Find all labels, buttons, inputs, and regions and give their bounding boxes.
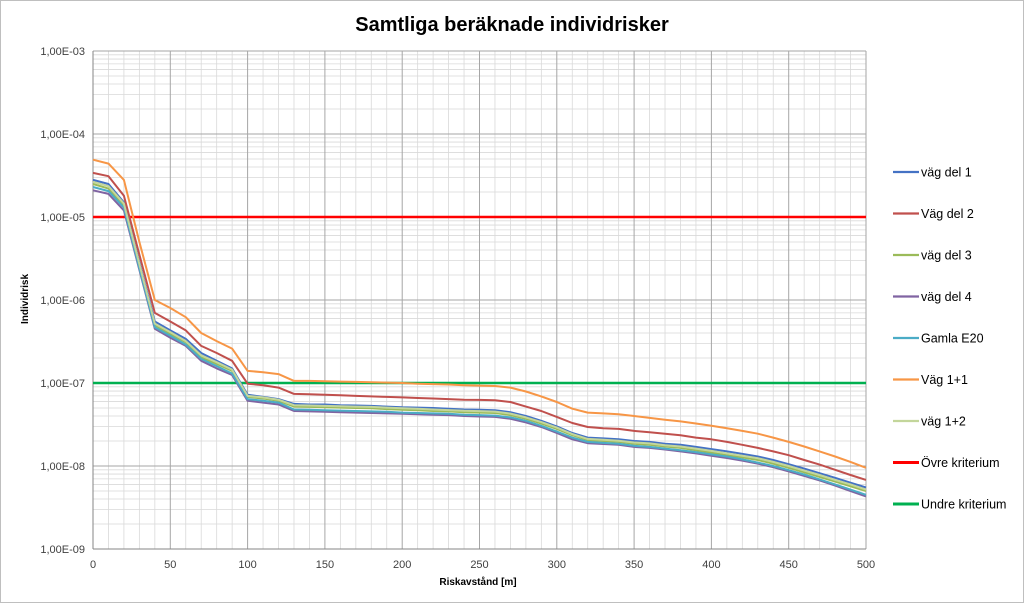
legend: väg del 1 Väg del 2 väg del 3 väg del 4 Gaml… — [893, 166, 1006, 512]
legend-label: väg del 1 — [921, 166, 972, 180]
series-line — [92, 158, 867, 469]
grid — [92, 50, 867, 550]
x-tick-label: 350 — [625, 559, 643, 571]
x-tick-label: 500 — [857, 559, 875, 571]
x-tick-label: 450 — [780, 559, 798, 571]
series-line — [92, 183, 867, 492]
y-axis-label: Individrisk — [20, 274, 31, 324]
series-line — [92, 178, 867, 489]
legend-label: väg del 4 — [921, 290, 972, 304]
y-tick-label: 1,00E-08 — [40, 461, 85, 473]
y-tick-label: 1,00E-09 — [40, 544, 85, 556]
y-tick-label: 1,00E-07 — [40, 378, 85, 390]
legend-label: väg del 3 — [921, 249, 972, 263]
x-tick-label: 100 — [238, 559, 256, 571]
x-tick-label: 250 — [470, 559, 488, 571]
x-tick-label: 300 — [548, 559, 566, 571]
legend-label: Undre kriterium — [921, 498, 1006, 512]
x-tick-label: 400 — [702, 559, 720, 571]
series-line — [92, 189, 867, 498]
chart-title: Samtliga beräknade individrisker — [355, 14, 669, 36]
x-axis-label: Riskavstånd [m] — [439, 576, 516, 588]
criteria-lines — [93, 215, 866, 385]
series-line — [92, 171, 867, 481]
x-tick-label: 50 — [164, 559, 176, 571]
legend-label: Väg 1+1 — [921, 373, 968, 387]
series-lines — [92, 158, 867, 498]
legend-label: Väg del 2 — [921, 207, 974, 221]
legend-label: väg 1+2 — [921, 415, 966, 429]
series-line — [92, 180, 867, 491]
y-tick-label: 1,00E-06 — [40, 295, 85, 307]
legend-label: Gamla E20 — [921, 332, 984, 346]
x-axis-ticks: 0 50 100 150 200 250 300 350 400 450 500 — [90, 559, 875, 571]
x-tick-label: 150 — [316, 559, 334, 571]
x-tick-label: 200 — [393, 559, 411, 571]
series-line — [92, 186, 867, 496]
y-tick-label: 1,00E-03 — [40, 46, 85, 58]
x-tick-label: 0 — [90, 559, 96, 571]
y-tick-label: 1,00E-04 — [40, 129, 85, 141]
legend-label: Övre kriterium — [921, 456, 999, 470]
y-tick-label: 1,00E-05 — [40, 212, 85, 224]
y-axis-ticks: 1,00E-09 1,00E-08 1,00E-07 1,00E-06 1,00E-05… — [40, 46, 85, 556]
